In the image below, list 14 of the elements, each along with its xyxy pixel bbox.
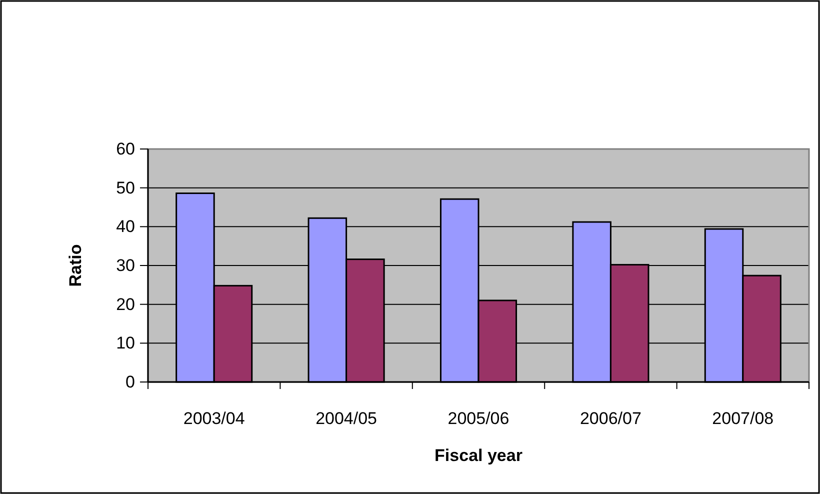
- y-tick-label: 10: [116, 334, 135, 353]
- y-tick-label: 0: [126, 372, 135, 392]
- x-tick-label: 2003/04: [183, 409, 245, 428]
- x-tick-label: 2006/07: [580, 409, 642, 428]
- y-axis-title: Ratio: [66, 244, 85, 287]
- y-tick-label: 30: [116, 256, 135, 275]
- x-tick-label: 2004/05: [316, 409, 378, 428]
- x-axis-title: Fiscal year: [434, 446, 523, 465]
- y-tick-label: 20: [116, 294, 135, 314]
- x-tick-label: 2007/08: [712, 409, 774, 428]
- y-tick-label: 60: [116, 139, 135, 158]
- y-tick-label: 50: [116, 178, 135, 198]
- x-tick-label: 2005/06: [448, 409, 510, 428]
- y-tick-label: 40: [116, 217, 135, 236]
